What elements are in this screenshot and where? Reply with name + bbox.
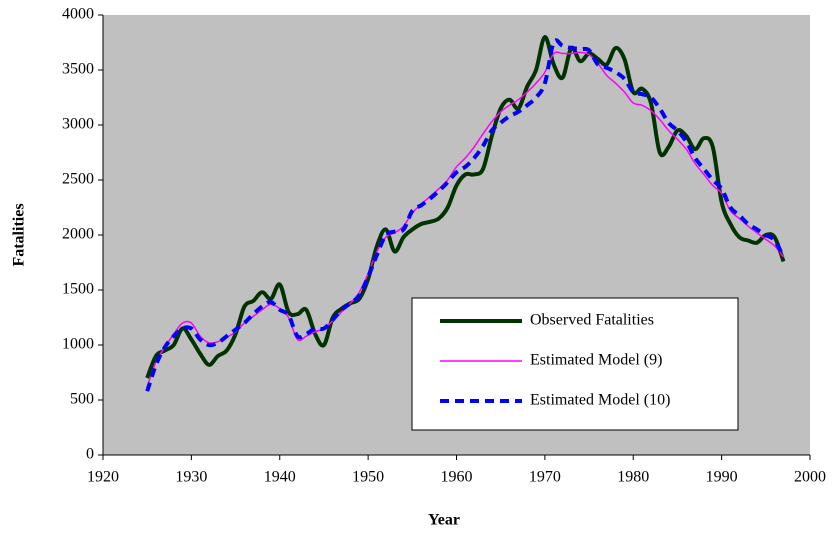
- x-tick-label: 2000: [794, 469, 826, 486]
- x-tick-label: 1970: [529, 469, 561, 486]
- series-line: [146, 51, 785, 388]
- y-tick-label: 2000: [62, 226, 94, 243]
- x-tick-label: 1950: [352, 469, 384, 486]
- legend-label: Estimated Model (10): [530, 392, 670, 409]
- y-tick-label: 1000: [62, 336, 94, 353]
- y-tick-label: 500: [70, 391, 94, 408]
- legend: Observed Fatalities Estimated Model (9) Es…: [411, 297, 739, 431]
- y-tick-label: 2500: [62, 171, 94, 188]
- legend-label: Estimated Model (9): [530, 352, 662, 369]
- x-tick-label: 1980: [617, 469, 649, 486]
- y-tick-label: 0: [86, 446, 94, 463]
- x-tick-label: 1920: [87, 469, 119, 486]
- x-tick-label: 1940: [264, 469, 296, 486]
- x-tick-label: 1930: [175, 469, 207, 486]
- series-line: [145, 38, 786, 392]
- legend-label: Observed Fatalities: [530, 312, 654, 329]
- series-line: [145, 34, 786, 379]
- y-tick-label: 3500: [62, 61, 94, 78]
- y-tick-label: 1500: [62, 281, 94, 298]
- y-tick-label: 3000: [62, 116, 94, 133]
- y-axis-title: Fatalities: [11, 203, 28, 266]
- y-tick-label: 4000: [62, 6, 94, 23]
- x-tick-label: 1960: [441, 469, 473, 486]
- x-tick-label: 1990: [706, 469, 738, 486]
- x-axis-title: Year: [428, 512, 460, 529]
